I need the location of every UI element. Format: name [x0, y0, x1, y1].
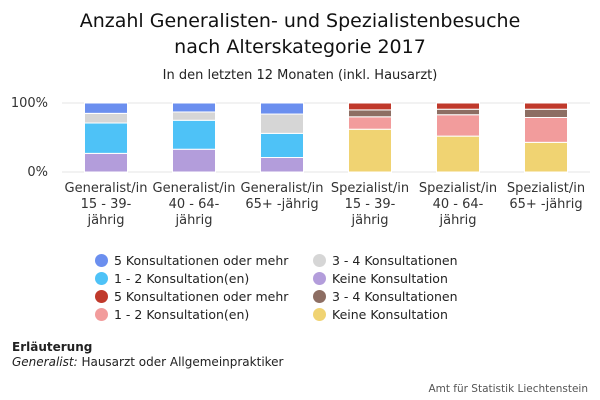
legend-swatch-icon	[313, 253, 326, 267]
chart-subtitle: In den letzten 12 Monaten (inkl. Hausarz…	[162, 68, 438, 83]
legend-label: 3 - 4 Konsultationen	[332, 288, 458, 304]
legend-label: 1 - 2 Konsultation(en)	[114, 306, 250, 322]
bar-segment	[436, 135, 480, 173]
bar-segment	[172, 119, 216, 150]
x-tick-label: 65+ -jährig	[509, 197, 582, 212]
bar-segment	[436, 108, 480, 116]
bar-segment	[84, 112, 128, 124]
x-tick-label: jährig	[438, 213, 476, 228]
bar-segment	[84, 102, 128, 114]
legend-label: Keine Konsultation	[332, 306, 448, 322]
explanation-definition: Hausarzt oder Allgemeinpraktiker	[77, 355, 284, 369]
bar-segment	[84, 152, 128, 173]
x-tick-label: Spezialist/in	[507, 181, 585, 196]
legend-item[interactable]: 1 - 2 Konsultation(en)	[95, 270, 249, 286]
bar-segment	[260, 157, 304, 173]
bar-segment	[348, 109, 392, 118]
x-tick-label: Spezialist/in	[419, 181, 497, 196]
bar-segment	[348, 128, 392, 173]
legend-label: 5 Konsultationen oder mehr	[114, 252, 289, 268]
legend-item[interactable]: Keine Konsultation	[313, 270, 448, 286]
x-tick-label: Generalist/in	[65, 181, 148, 196]
x-tick-label: 65+ -jährig	[245, 197, 318, 212]
legend-swatch-icon	[313, 271, 326, 285]
explanation-term: Generalist:	[12, 355, 78, 369]
bar-segment	[524, 108, 568, 118]
source-credit: Amt für Statistik Liechtenstein	[428, 383, 588, 395]
bar-segment	[260, 102, 304, 115]
bar-segment	[524, 102, 568, 110]
x-tick-label: Generalist/in	[241, 181, 324, 196]
x-tick-label: 15 - 39-	[81, 197, 132, 212]
legend-swatch-icon	[95, 307, 108, 321]
legend-item[interactable]: 3 - 4 Konsultationen	[313, 252, 458, 268]
bar-segment	[260, 132, 304, 159]
bar-segment	[172, 111, 216, 121]
x-tick-label: jährig	[174, 213, 212, 228]
legend-swatch-icon	[313, 307, 326, 321]
legend-label: 1 - 2 Konsultation(en)	[114, 270, 250, 286]
legend-item[interactable]: 3 - 4 Konsultationen	[313, 288, 458, 304]
x-tick-label: Generalist/in	[153, 181, 236, 196]
bar-segment	[348, 102, 392, 111]
chart-title-line-1: Anzahl Generalisten- und Spezialistenbes…	[79, 10, 521, 32]
chart-title: Anzahl Generalisten- und Spezialistenbes…	[0, 8, 600, 60]
bar-segment	[436, 114, 480, 137]
chart-title-line-2: nach Alterskategorie 2017	[174, 36, 426, 58]
x-tick-label: 40 - 64-	[169, 197, 220, 212]
legend-swatch-icon	[95, 289, 108, 303]
bar-segment	[436, 102, 480, 110]
x-tick-label: 15 - 39-	[345, 197, 396, 212]
legend-item[interactable]: 1 - 2 Konsultation(en)	[95, 306, 249, 322]
legend-item[interactable]: 5 Konsultationen oder mehr	[95, 252, 288, 268]
x-tick-label: Spezialist/in	[331, 181, 409, 196]
x-tick-label: jährig	[350, 213, 388, 228]
legend-swatch-icon	[313, 289, 326, 303]
bar-segment	[348, 116, 392, 130]
y-tick-label: 0%	[27, 165, 48, 180]
x-tick-label: 40 - 64-	[433, 197, 484, 212]
explanation-heading: Erläuterung	[12, 340, 93, 354]
legend-label: 3 - 4 Konsultationen	[332, 252, 458, 268]
explanation-note: Erläuterung Generalist: Hausarzt oder Al…	[12, 340, 284, 370]
legend-swatch-icon	[95, 253, 108, 267]
legend-item[interactable]: Keine Konsultation	[313, 306, 448, 322]
bar-segment	[84, 122, 128, 154]
x-tick-label: jährig	[86, 213, 124, 228]
y-tick-label: 100%	[11, 96, 48, 111]
legend-item[interactable]: 5 Konsultationen oder mehr	[95, 288, 288, 304]
legend-swatch-icon	[95, 271, 108, 285]
legend-label: 5 Konsultationen oder mehr	[114, 288, 289, 304]
legend-label: Keine Konsultation	[332, 270, 448, 286]
bar-segment	[172, 148, 216, 173]
bar-segment	[260, 113, 304, 134]
bar-segment	[172, 102, 216, 113]
bar-segment	[524, 116, 568, 143]
explanation-body: Generalist: Hausarzt oder Allgemeinprakt…	[12, 355, 284, 370]
bar-segment	[524, 141, 568, 173]
